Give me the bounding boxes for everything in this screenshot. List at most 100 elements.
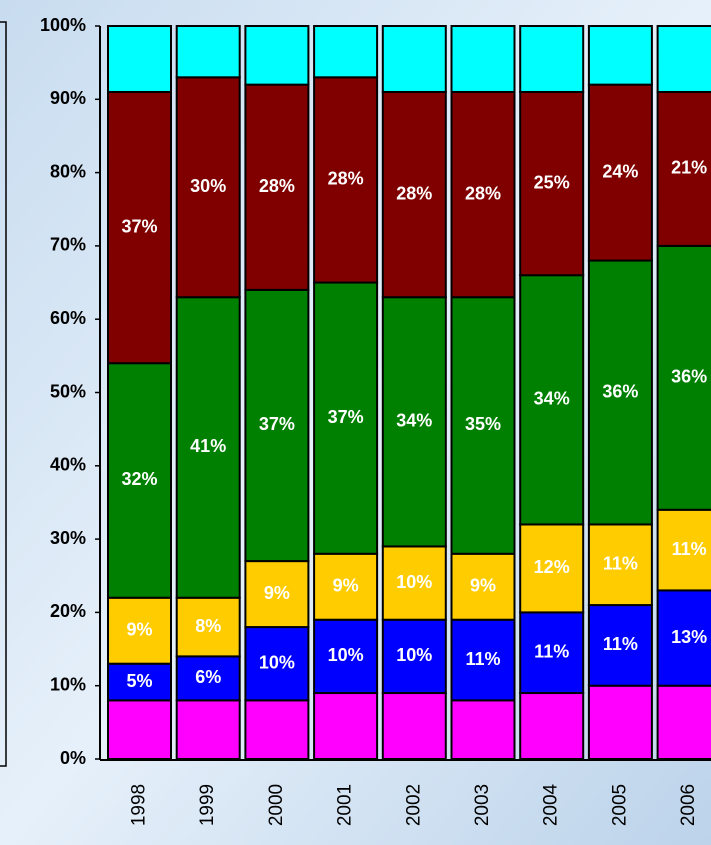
y-tick-label: 50% (50, 381, 86, 401)
y-tick-label: 20% (50, 601, 86, 621)
data-label: 34% (534, 389, 570, 409)
bar-segment (587, 259, 653, 526)
data-label: 28% (465, 183, 501, 203)
x-tick-label: 1998 (129, 784, 150, 826)
data-label: 34% (396, 411, 432, 431)
y-tick-label: 100% (40, 15, 86, 35)
data-label: 6% (195, 667, 221, 687)
x-tick-label: 2002 (403, 784, 424, 826)
data-label: 9% (126, 619, 152, 639)
y-tick-label: 90% (50, 88, 86, 108)
bar-segment (656, 684, 711, 761)
bar-segment (175, 655, 241, 702)
x-tick-label: 2004 (541, 783, 562, 826)
data-label: 24% (602, 161, 638, 181)
x-tick-label: 2005 (609, 784, 630, 826)
bar-segment (656, 244, 711, 511)
data-label: 32% (121, 469, 157, 489)
x-tick-label: 2003 (472, 784, 493, 826)
bar-segment (381, 545, 447, 621)
bar-segment (519, 274, 585, 526)
bar-segment (244, 699, 310, 760)
bar-segment (107, 596, 172, 665)
data-label: 5% (126, 671, 152, 691)
data-label: 9% (264, 583, 290, 603)
y-tick-label: 30% (50, 528, 86, 548)
y-tick-label: 60% (50, 308, 86, 328)
data-label: 9% (470, 575, 496, 595)
bar-segment (313, 692, 379, 761)
data-label: 8% (195, 616, 221, 636)
bar-segment (313, 618, 379, 695)
bar-segment (587, 25, 653, 86)
bar-segment (381, 692, 447, 761)
data-label: 11% (672, 539, 707, 559)
x-tick-label: 2000 (266, 784, 287, 826)
bar-segment (175, 596, 241, 658)
bar-segment (450, 699, 516, 760)
bar-segment (244, 83, 310, 291)
bar-segment (656, 589, 711, 687)
bar-segment (175, 76, 241, 299)
data-label: 25% (534, 172, 570, 192)
bar-segment (313, 76, 379, 284)
bar-segment (313, 281, 379, 555)
bar-segment (381, 296, 447, 548)
data-label: 41% (190, 436, 226, 456)
y-tick-label: 10% (50, 674, 86, 694)
y-tick-label: 70% (50, 235, 86, 255)
data-label: 13% (671, 627, 707, 647)
bar-segment (587, 83, 653, 262)
data-label: 37% (121, 216, 157, 236)
bar-segment (450, 90, 516, 299)
data-label: 36% (602, 381, 638, 401)
y-tick-label: 0% (60, 748, 86, 768)
data-label: 11% (603, 554, 638, 574)
bar-segment (519, 692, 585, 761)
data-label: 12% (534, 557, 570, 577)
data-label: 37% (328, 407, 364, 427)
x-tick-label: 2006 (678, 784, 699, 826)
x-tick-label: 1999 (197, 784, 218, 826)
data-label: 36% (671, 367, 707, 387)
data-label: 11% (603, 634, 638, 654)
bar-segment (175, 699, 241, 760)
bar-segment (381, 618, 447, 695)
bar-segment (107, 699, 172, 760)
bar-segment (656, 90, 711, 247)
data-label: 9% (333, 575, 359, 595)
data-label: 37% (259, 414, 295, 434)
data-label: 30% (190, 176, 226, 196)
bar-segment (381, 25, 447, 93)
data-label: 10% (328, 645, 364, 665)
data-label: 28% (328, 169, 364, 189)
x-tick-label: 2001 (335, 784, 356, 826)
bar-segment (107, 662, 172, 702)
data-label: 10% (396, 645, 432, 665)
bar-segment (450, 25, 516, 93)
data-label: 28% (259, 176, 295, 196)
bar-segment (519, 25, 585, 93)
bar-segment (519, 611, 585, 695)
bar-segment (244, 626, 310, 702)
bar-segment (450, 296, 516, 555)
data-label: 10% (396, 572, 432, 592)
bar-segment (244, 25, 310, 86)
bar-segment (450, 618, 516, 702)
bar-segment (107, 90, 172, 365)
bar-segment (313, 25, 379, 79)
data-label: 35% (465, 414, 501, 434)
bar-segment (244, 560, 310, 629)
data-label: 11% (465, 649, 500, 669)
y-tick-label: 80% (50, 161, 86, 181)
bar-segment (107, 25, 172, 93)
bar-segment (107, 362, 172, 599)
bar-segment (656, 25, 711, 93)
y-tick-label: 40% (50, 455, 86, 475)
data-label: 11% (534, 641, 569, 661)
data-label: 10% (259, 652, 295, 672)
data-label: 21% (671, 158, 707, 178)
bar-segment (587, 523, 653, 607)
bar-segment (175, 25, 241, 79)
